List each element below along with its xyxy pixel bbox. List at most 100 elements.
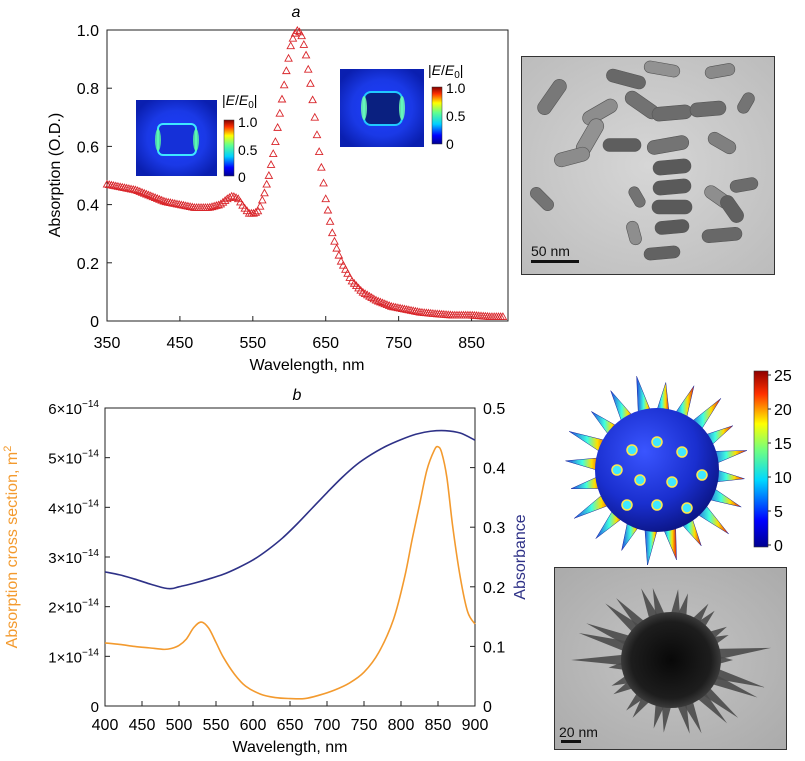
data-point [345,273,355,281]
inset-colorbar-1-label: |E/E0| [222,92,257,111]
data-point [260,188,269,197]
data-point [380,299,390,308]
inset-field-map-1: |E/E0| 1.0 0.5 0 [136,92,258,185]
panel-a-label: a [292,4,301,21]
right-y-tick-label: 0 [483,699,492,716]
data-point [297,31,307,40]
data-point [303,64,313,73]
nanostar-hotspot [651,436,663,448]
data-point [336,256,346,265]
left-y-tick-label: 6×10−14 [48,399,99,418]
inset-colorbar-2-tick-mid: 0.5 [446,108,466,124]
nanorod [554,146,590,168]
nanostar-field-render [562,370,752,566]
scale-bar-a-label: 50 nm [531,243,570,259]
panel-a-y-ticks: 0 0.2 0.4 0.6 0.8 1.0 [77,23,112,331]
colorbar-tick-label: 15 [774,436,792,453]
data-point [268,149,278,158]
series-absorption-cross-section-line [104,445,476,700]
inset-colorbar-1 [223,119,235,177]
field-enhancement-colorbar: 25 20 15 10 5 0 [752,367,805,562]
nanorod [707,131,737,155]
x-tick-label: 750 [351,717,378,734]
data-point [310,112,320,121]
nanorod [537,79,567,115]
inset-colorbar-2-tick-min: 0 [446,136,454,152]
data-point [334,250,344,259]
colorbar-tick-label: 25 [774,368,792,385]
colorbar-tick-label: 10 [774,470,792,487]
nanostar-tem-spike [709,647,772,661]
nanostar-hotspot [611,464,623,476]
x-tick-label: 900 [462,717,489,734]
panel-b-right-y-axis-title: Absorbance [512,514,529,599]
x-tick-label: 450 [167,335,194,352]
inset-field-map-2-hotspot-left [361,96,367,120]
nanostar-tem-core [621,612,721,708]
nanostar-hotspot [681,502,693,514]
nanostar-hotspot [651,499,663,511]
data-point [159,196,169,205]
tem-image-nanostar: 20 nm [554,567,787,750]
left-y-tick-label: 3×10−14 [48,548,99,567]
panel-a-axes [106,29,509,322]
panel-a-y-axis-title: Absorption (O.D.) [47,113,64,237]
inset-field-map-1-rod [157,123,197,156]
nanorod [652,158,692,176]
nanostar-hotspot [676,446,688,458]
y-tick-label: 0 [90,314,99,331]
data-point [295,27,304,36]
data-point [257,195,267,204]
left-y-tick-label: 0 [91,699,99,716]
x-tick-label: 550 [239,335,266,352]
data-point [378,298,387,307]
inset-colorbar-2-label: |E/E0| [428,62,463,81]
scale-bar-b-line [561,740,581,743]
nanostar-tem-spike [571,654,631,666]
x-tick-label: 650 [312,335,339,352]
panel-b-x-ticks: 400 450 500 550 600 650 700 750 800 850 900 [92,701,489,734]
data-point [341,264,350,273]
tem-image-nanostar-drawing: 20 nm [555,568,786,749]
data-point [284,53,293,62]
right-y-tick-label: 0.1 [483,639,505,656]
scale-bar-b-label: 20 nm [559,724,598,740]
data-point [327,228,337,237]
nanorod [646,135,690,155]
nanostar-tem-spike [704,671,758,698]
inset-colorbar-2 [431,86,443,145]
data-point [146,191,156,200]
nanorod [530,187,554,211]
panel-b-x-axis-title: Wavelength, nm [232,739,347,756]
data-point [292,25,302,34]
data-point [231,193,241,202]
inset-field-map-1-hotspot-left [155,129,161,151]
data-point [249,208,258,217]
data-point [139,188,149,197]
data-point [371,295,381,304]
colorbar-gradient [753,370,769,548]
colorbar-tick-label: 20 [774,402,792,419]
data-point [142,189,151,198]
panel-a-x-ticks: 350 450 550 650 750 850 [94,316,485,352]
nanostar-tem-spike [707,666,766,688]
nanorod [720,195,744,223]
nanorod [582,98,618,126]
left-y-tick-label: 4×10−14 [48,498,99,517]
data-point [275,108,285,117]
data-point [343,268,352,277]
data-point [498,312,508,320]
data-point [323,205,333,214]
x-tick-label: 350 [94,335,121,352]
inset-colorbar-1-tick-min: 0 [238,169,246,185]
data-point [301,50,311,59]
nanostar-tem-spike [578,633,635,654]
data-point [229,192,239,200]
panel-a-plot-frame [106,29,509,322]
data-point [281,66,291,75]
inset-colorbar-2-tick-max: 1.0 [446,80,466,96]
nanorod [651,199,693,215]
data-point [376,297,385,306]
x-tick-label: 600 [240,717,267,734]
x-tick-label: 850 [425,717,452,734]
